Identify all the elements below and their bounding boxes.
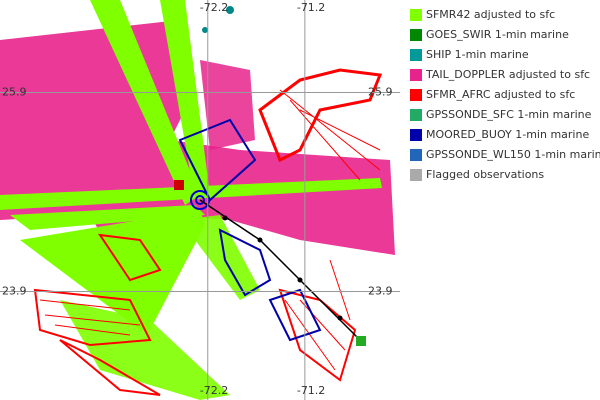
legend-label: GPSSONDE_SFC 1-min marine <box>426 108 592 121</box>
lat-label: 23.9 <box>368 285 393 298</box>
legend-swatch <box>410 9 422 21</box>
lat-label: 23.9 <box>2 285 27 298</box>
legend-label: MOORED_BUOY 1-min marine <box>426 128 589 141</box>
legend-swatch <box>410 149 422 161</box>
legend-label: Flagged observations <box>426 168 544 181</box>
legend-swatch <box>410 69 422 81</box>
legend-swatch <box>410 169 422 181</box>
wind-barbs <box>0 0 395 400</box>
legend-label: GOES_SWIR 1-min marine <box>426 28 569 41</box>
lon-label: -71.2 <box>297 1 325 14</box>
lat-label: 25.9 <box>368 86 393 99</box>
legend-label: SFMR42 adjusted to sfc <box>426 8 555 21</box>
legend-swatch <box>410 49 422 61</box>
lon-label: -72.2 <box>200 1 228 14</box>
lon-label: -72.2 <box>200 384 228 397</box>
legend-label: SHIP 1-min marine <box>426 48 529 61</box>
legend-label: TAIL_DOPPLER adjusted to sfc <box>425 68 590 81</box>
legend-swatch <box>410 89 422 101</box>
legend-swatch <box>410 129 422 141</box>
legend-label: SFMR_AFRC adjusted to sfc <box>426 88 575 101</box>
legend-swatch <box>410 29 422 41</box>
lat-label: 25.9 <box>2 86 27 99</box>
legend-swatch <box>410 109 422 121</box>
lon-label: -71.2 <box>297 384 325 397</box>
legend-background <box>400 0 600 400</box>
legend-label: GPSSONDE_WL150 1-min marine <box>426 148 600 161</box>
